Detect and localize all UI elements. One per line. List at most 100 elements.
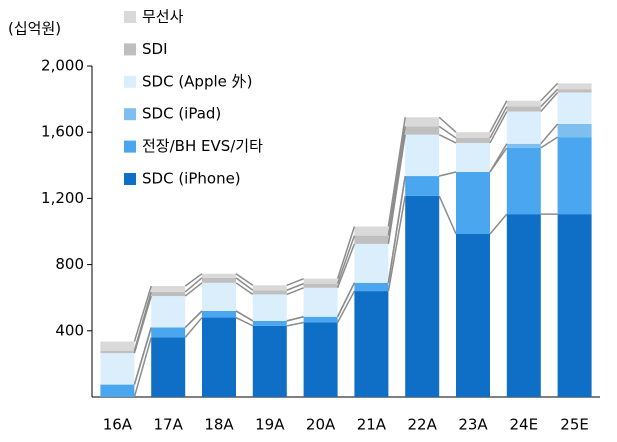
legend-label: 무선사	[142, 8, 184, 26]
bar-segment	[151, 296, 186, 328]
connector-line	[184, 277, 203, 293]
connector-line	[336, 226, 356, 279]
bar-segment	[456, 142, 490, 172]
x-tick-label: 16A	[103, 416, 133, 434]
bar-segment	[202, 310, 236, 318]
bar-segment	[354, 291, 389, 397]
bar-segment	[202, 282, 236, 311]
connector-line	[133, 337, 152, 398]
x-tick-label: 17A	[154, 416, 184, 434]
connector-line	[235, 282, 254, 296]
connector-line	[540, 88, 559, 108]
bar-segment	[456, 171, 490, 234]
bar-segment	[557, 137, 592, 215]
connector-line	[489, 213, 508, 235]
y-tick-label: 800	[55, 255, 84, 273]
connector-line	[235, 310, 254, 322]
bar-segment	[456, 137, 490, 143]
bar-segment	[405, 126, 440, 135]
y-tick-label: 2,000	[41, 57, 84, 75]
connector-line	[235, 273, 254, 286]
bar-segment	[151, 291, 186, 297]
bar-segment	[557, 92, 592, 124]
legend-label: SDC (Apple 外)	[142, 72, 253, 90]
x-tick-label: 22A	[408, 416, 438, 434]
connector-line	[336, 290, 356, 323]
y-tick-label: 400	[55, 321, 84, 339]
bar-segment	[100, 350, 135, 354]
connector-line	[133, 295, 152, 354]
bar-segment	[405, 117, 440, 127]
bar-segment	[202, 317, 236, 397]
connector-line	[286, 277, 304, 286]
connector-line	[387, 195, 406, 292]
x-tick-label: 23A	[458, 416, 488, 434]
x-tick-label: 20A	[306, 416, 336, 434]
bar-segment	[557, 214, 592, 397]
bar-segment	[202, 273, 236, 278]
x-tick-label: 24E	[510, 416, 539, 434]
x-tick-label: 25E	[560, 416, 589, 434]
bar-segment	[456, 132, 490, 138]
bar-segment	[100, 353, 135, 385]
connector-line	[438, 116, 457, 133]
legend-label: 전장/BH EVS/기타	[142, 137, 263, 155]
connector-line	[540, 82, 559, 102]
connector-line	[438, 134, 457, 144]
connector-line	[387, 134, 406, 245]
connector-line	[540, 123, 559, 145]
unit-label: (십억원)	[8, 20, 61, 38]
legend-swatch	[124, 43, 136, 56]
bar-segment	[354, 226, 389, 236]
connector-line	[184, 282, 203, 297]
connector-line	[235, 277, 254, 291]
connector-line	[387, 175, 406, 283]
connector-line	[286, 287, 304, 296]
bar-segment	[557, 83, 592, 90]
x-tick-label: 18A	[204, 416, 234, 434]
connector-line	[540, 136, 559, 149]
connector-line	[489, 100, 508, 133]
connector-line	[235, 316, 254, 327]
connector-line	[133, 291, 152, 351]
bar-segment	[506, 106, 541, 112]
bar-segment	[252, 285, 287, 291]
bar-segment	[252, 325, 287, 397]
bar-segment	[506, 147, 541, 215]
connector-line	[439, 171, 457, 177]
x-tick-label: 21A	[357, 416, 387, 434]
legend-swatch	[124, 173, 136, 185]
bar-segment	[506, 214, 541, 397]
legend-swatch	[124, 108, 136, 121]
bar-segment	[354, 282, 389, 292]
bar-segment	[506, 143, 541, 148]
connector-line	[286, 316, 304, 322]
y-tick-label: 1,600	[41, 123, 84, 141]
connector-line	[438, 125, 457, 139]
legend-swatch	[124, 11, 136, 23]
bar-segment	[151, 286, 186, 292]
bar-segment	[151, 327, 186, 338]
connector-line	[286, 321, 304, 327]
connector-line	[184, 310, 203, 329]
bar-segment	[151, 337, 186, 397]
legend-swatch	[124, 75, 136, 88]
bar-segment	[303, 283, 338, 288]
bar-segment	[506, 111, 541, 144]
connector-line	[184, 273, 203, 287]
bar-segment	[557, 123, 592, 138]
bar-segment	[100, 384, 135, 397]
bar-segment	[303, 278, 338, 284]
bar-segment	[303, 322, 338, 397]
connector-line	[184, 317, 203, 338]
connector-line	[489, 111, 508, 144]
bar-segment	[557, 89, 592, 93]
bar-segment	[456, 233, 490, 397]
bar-segment	[405, 195, 440, 397]
connector-line	[286, 282, 304, 291]
connector-line	[336, 235, 356, 284]
bar-segment	[405, 134, 440, 177]
connector-line	[387, 126, 406, 236]
y-tick-label: 1,200	[41, 189, 84, 207]
